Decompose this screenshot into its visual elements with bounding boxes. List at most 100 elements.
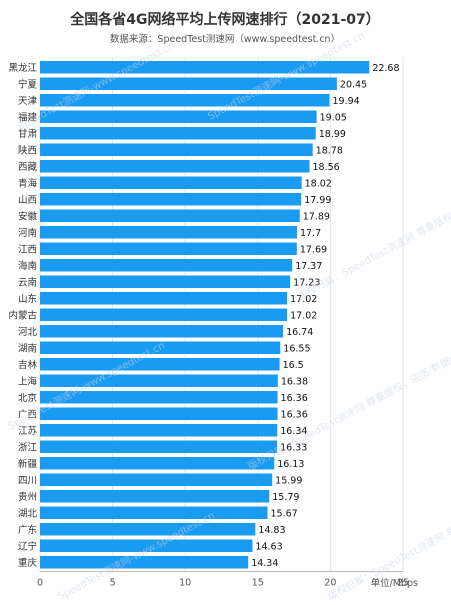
value-label: 17.99: [304, 195, 331, 206]
category-label: 北京: [18, 392, 37, 404]
value-label: 14.34: [251, 558, 278, 569]
category-label: 江苏: [18, 425, 38, 437]
value-label: 16.13: [277, 459, 304, 470]
value-label: 16.55: [283, 343, 310, 354]
value-label: 16.5: [283, 360, 304, 371]
bar: [40, 523, 256, 536]
bar: [40, 358, 280, 371]
bar: [40, 506, 268, 519]
value-label: 15.79: [272, 492, 299, 503]
category-label: 海南: [18, 260, 37, 272]
value-label: 17.69: [300, 244, 327, 255]
category-label: 福建: [18, 111, 38, 123]
bar: [40, 110, 317, 123]
category-label: 广西: [18, 408, 37, 420]
category-label: 河北: [18, 326, 38, 338]
category-label: 云南: [18, 276, 37, 288]
bar: [40, 292, 288, 305]
value-label: 17.7: [300, 228, 321, 239]
category-label: 陕西: [18, 144, 37, 156]
bar: [40, 325, 284, 338]
category-label: 宁夏: [18, 78, 38, 90]
value-label: 18.78: [316, 145, 343, 156]
value-label: 20.45: [340, 79, 367, 90]
category-label: 西藏: [18, 161, 38, 173]
category-label: 黑龙江: [8, 62, 37, 74]
category-label: 山西: [18, 195, 37, 206]
value-label: 19.05: [320, 112, 347, 123]
category-label: 四川: [18, 475, 37, 486]
value-label: 18.02: [305, 178, 332, 189]
category-label: 新疆: [18, 458, 38, 470]
value-label: 16.34: [280, 426, 307, 437]
value-label: 18.56: [312, 162, 339, 173]
value-label: 18.99: [319, 129, 346, 140]
bar: [40, 275, 291, 288]
bar: [40, 407, 278, 420]
value-label: 16.38: [281, 376, 308, 387]
bar: [40, 193, 302, 206]
bar: [40, 440, 278, 453]
category-label: 湖北: [18, 508, 38, 519]
bar: [40, 341, 281, 354]
value-label: 15.99: [275, 475, 302, 486]
category-label: 内蒙古: [8, 309, 37, 321]
bar: [40, 77, 337, 90]
value-label: 14.83: [258, 525, 285, 536]
value-label: 16.74: [286, 327, 313, 338]
bar: [40, 209, 300, 222]
value-label: 16.36: [281, 393, 308, 404]
value-label: 19.94: [333, 96, 360, 107]
chart-subtitle: 数据来源：SpeedTest测速网（www.speedtest.cn）: [110, 33, 340, 45]
x-tick-label: 0: [37, 578, 43, 589]
x-axis-unit-label: 单位/Mbps: [371, 577, 418, 589]
category-label: 浙江: [18, 441, 38, 453]
value-label: 17.37: [295, 261, 322, 272]
bar: [40, 539, 253, 552]
category-label: 辽宁: [18, 540, 37, 552]
value-label: 16.33: [280, 442, 307, 453]
bar: [40, 308, 288, 321]
bars-group: [40, 61, 370, 569]
x-tick-label: 5: [110, 578, 116, 589]
watermark-text: SpeedTest测速网-www.speedtest.cn: [55, 509, 216, 603]
bar: [40, 127, 316, 140]
category-label: 江西: [18, 244, 37, 255]
value-label: 22.68: [372, 63, 399, 74]
category-label: 天津: [18, 96, 38, 107]
bar: [40, 61, 370, 74]
bar: [40, 259, 293, 272]
category-label: 山东: [18, 293, 37, 305]
value-label: 17.02: [290, 310, 317, 321]
x-tick-label: 10: [179, 578, 191, 589]
x-tick-label: 15: [252, 578, 264, 589]
bar: [40, 226, 298, 239]
chart-title: 全国各省4G网络平均上传网速排行（2021-07）: [69, 11, 380, 28]
x-axis-ticks: 0 5 10 15 20 25: [37, 578, 409, 589]
bar: [40, 176, 302, 189]
category-label: 贵州: [18, 491, 37, 503]
bar: [40, 391, 278, 404]
bar: [40, 473, 273, 486]
bar: [40, 242, 297, 255]
bar: [40, 374, 278, 387]
x-tick-label: 20: [324, 578, 336, 589]
value-label: 17.02: [290, 294, 317, 305]
category-label: 河南: [18, 227, 37, 239]
category-label: 吉林: [18, 359, 38, 371]
category-label: 重庆: [18, 557, 38, 569]
value-labels: 22.68 20.45 19.94 19.05 18.99 18.78 18.56 18.02…: [251, 63, 399, 569]
bar: [40, 424, 278, 437]
category-label: 广东: [18, 524, 37, 536]
bar: [40, 556, 249, 569]
category-label: 湖南: [18, 342, 37, 354]
category-label: 安徽: [18, 210, 38, 222]
bar: [40, 490, 270, 503]
bar: [40, 94, 330, 107]
value-label: 15.67: [271, 508, 298, 519]
x-tick-label: 25: [397, 578, 409, 589]
bar: [40, 143, 313, 156]
bar: [40, 457, 275, 470]
value-label: 16.36: [281, 409, 308, 420]
